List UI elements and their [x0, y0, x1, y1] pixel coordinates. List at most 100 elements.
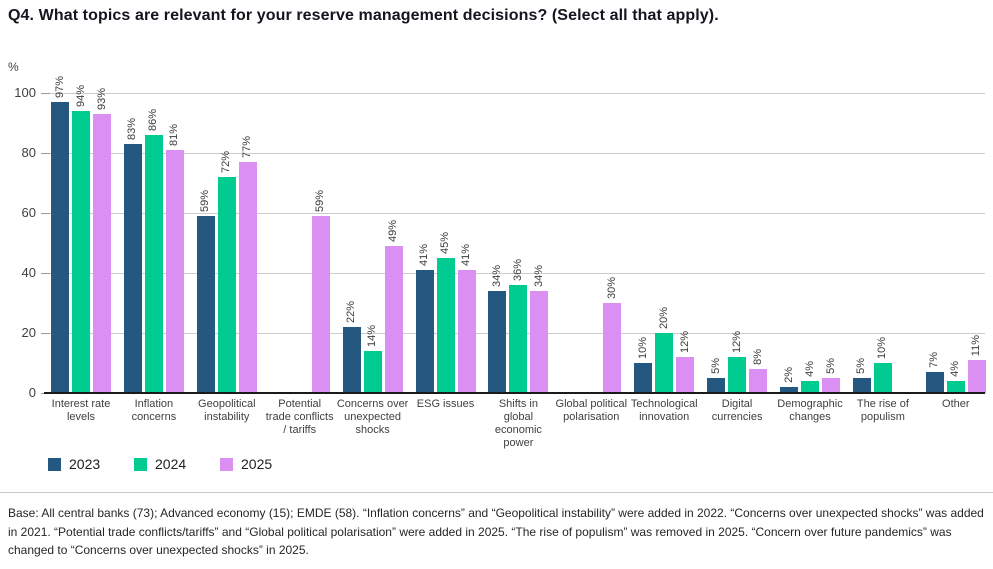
bar-value-label: 4%	[803, 361, 816, 377]
gridline-80	[48, 153, 985, 154]
bar-2024	[801, 381, 819, 393]
legend: 2023 2024 2025	[48, 456, 306, 472]
bar-value-label: 41%	[460, 243, 472, 266]
bar-2023	[780, 387, 798, 393]
bar-2025	[384, 246, 403, 393]
x-axis-line	[44, 392, 985, 394]
footnote-divider	[0, 492, 993, 493]
legend-swatch-2024	[134, 457, 147, 471]
legend-label-2024: 2024	[155, 456, 187, 472]
x-axis-label: Digital currencies	[711, 398, 763, 423]
bar-value-label: 12%	[678, 330, 691, 353]
y-tick-mark-20	[41, 333, 50, 334]
y-tick-label-100: 100	[14, 85, 36, 100]
x-axis-label: The rise of populism	[856, 398, 909, 423]
bar-2024	[873, 363, 892, 393]
gridline-60	[48, 213, 985, 214]
bar-value-label: 7%	[928, 352, 941, 368]
legend-swatch-2025	[220, 457, 233, 471]
bar-2025	[822, 378, 840, 393]
x-axis-label: Potential trade conflicts / tariffs	[265, 398, 334, 436]
bar-value-label: 2%	[782, 367, 795, 383]
y-tick-label-20: 20	[21, 325, 36, 340]
bar-value-label: 5%	[824, 358, 837, 374]
y-tick-label-80: 80	[21, 145, 36, 160]
x-axis-label: Demographic changes	[777, 398, 843, 423]
bar-value-label: 59%	[199, 189, 212, 212]
bar-2023	[925, 372, 944, 393]
bar-value-label: 10%	[636, 336, 649, 359]
legend-swatch-2023	[48, 457, 61, 471]
x-axis-label: Geopolitical instability	[198, 398, 256, 423]
bar-value-label: 94%	[74, 84, 87, 107]
bar-value-label: 34%	[490, 264, 503, 287]
y-tick-mark-100	[41, 93, 50, 94]
bar-value-label: 93%	[95, 87, 108, 110]
legend-item-2023: 2023	[48, 456, 110, 472]
bar-2025	[749, 369, 768, 393]
bar-value-label: 20%	[657, 306, 670, 329]
bar-2025	[238, 162, 257, 393]
footnote: Base: All central banks (73); Advanced e…	[8, 506, 984, 557]
y-tick-mark-40	[41, 273, 50, 274]
bar-2024	[509, 285, 528, 393]
bar-2024	[144, 135, 163, 393]
legend-item-2024: 2024	[134, 456, 196, 472]
legend-item-2025: 2025	[220, 456, 282, 472]
bar-value-label: 34%	[532, 264, 545, 287]
bar-2023	[415, 270, 434, 393]
bar-value-label: 5%	[709, 358, 722, 374]
bar-value-label: 72%	[220, 150, 233, 173]
bar-value-label: 36%	[511, 258, 524, 281]
bar-2024	[728, 357, 747, 393]
bar-value-label: 12%	[730, 330, 743, 353]
bar-2024	[436, 258, 455, 393]
bar-2024	[946, 381, 965, 393]
bar-value-label: 45%	[439, 231, 451, 254]
x-axis-label: Inflation concerns	[131, 398, 177, 423]
bar-value-label: 97%	[53, 75, 66, 98]
bar-value-label: 49%	[387, 219, 400, 242]
bar-2025	[967, 360, 986, 393]
bar-value-label: 86%	[147, 108, 160, 131]
y-tick-mark-60	[41, 213, 50, 214]
bar-2024	[655, 333, 674, 393]
bar-2023	[196, 216, 215, 393]
bar-value-label: 10%	[876, 336, 889, 359]
bar-value-label: 11%	[970, 334, 983, 356]
bar-value-label: 30%	[605, 276, 618, 299]
gridline-40	[48, 273, 985, 274]
bar-value-label: 5%	[855, 358, 868, 374]
x-axis-label: Interest rate levels	[51, 398, 111, 423]
x-axis-label: ESG issues	[416, 398, 475, 410]
y-tick-label-40: 40	[21, 265, 36, 280]
bar-value-label: 8%	[751, 349, 764, 365]
bar-2025	[311, 216, 330, 393]
bar-2023	[634, 363, 653, 393]
bar-value-label: 14%	[366, 324, 379, 347]
bar-value-label: 22%	[345, 300, 358, 323]
bar-2023	[123, 144, 142, 393]
bar-value-label: 59%	[314, 189, 327, 212]
bar-2025	[530, 291, 549, 393]
x-axis-label: Concerns over unexpected shocks	[336, 398, 409, 436]
bar-value-label: 77%	[241, 135, 254, 158]
x-axis-label: Technological innovation	[630, 398, 698, 423]
bar-2023	[707, 378, 726, 393]
bar-2025	[457, 270, 476, 393]
bar-2023	[488, 291, 507, 393]
bar-value-label: 4%	[949, 361, 962, 377]
x-axis-label: Global political polarisation	[555, 398, 628, 423]
bar-2024	[363, 351, 382, 393]
bar-value-label: 83%	[126, 117, 139, 140]
bar-value-label: 81%	[168, 123, 181, 146]
y-tick-label-0: 0	[28, 385, 36, 400]
plot-area: 97% 94% 93% 83% 86% 81% 59% 72% 77% 59% 22% 14% 49% 4…	[48, 76, 986, 393]
bar-2025	[165, 150, 184, 393]
legend-label-2025: 2025	[241, 456, 273, 472]
bar-value-label: 41%	[418, 243, 430, 266]
legend-label-2023: 2023	[69, 456, 101, 472]
bar-2023	[852, 378, 871, 393]
bar-2024	[217, 177, 236, 393]
